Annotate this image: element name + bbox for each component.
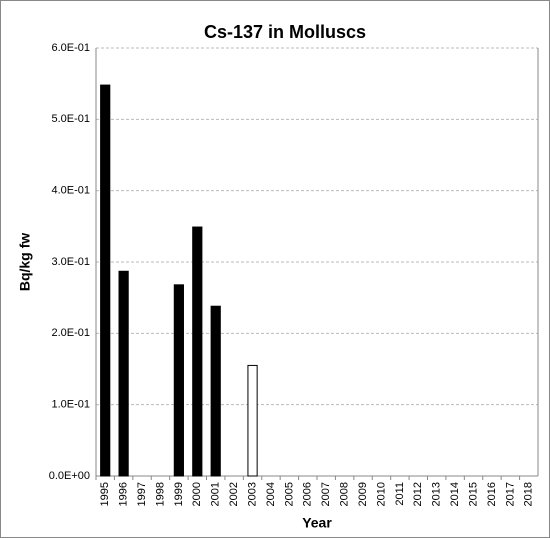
x-tick-label: 2018 — [523, 482, 535, 506]
y-tick-label: 4.0E-01 — [51, 185, 90, 197]
x-tick-label: 2004 — [265, 482, 277, 506]
x-tick-label: 2010 — [375, 482, 387, 506]
x-tick-label: 1998 — [154, 482, 166, 506]
x-tick-label: 1996 — [118, 482, 130, 506]
x-tick-label: 2006 — [302, 482, 314, 506]
bar — [247, 364, 258, 477]
x-tick-label: 2017 — [504, 482, 516, 506]
x-tick-label: 1999 — [173, 482, 185, 506]
x-tick-label: 2002 — [228, 482, 240, 506]
x-tick-label: 2001 — [210, 482, 222, 506]
y-tick-label: 2.0E-01 — [51, 327, 90, 339]
bar — [173, 284, 184, 477]
x-tick-label: 2000 — [191, 482, 203, 506]
y-tick-label: 3.0E-01 — [51, 256, 90, 268]
y-tick-label: 0.0E+00 — [49, 470, 90, 482]
chart-title: Cs-137 in Molluscs — [204, 22, 366, 42]
x-tick-label: 2011 — [394, 482, 406, 506]
x-tick-label: 2016 — [486, 482, 498, 506]
x-tick-label: 2009 — [357, 482, 369, 506]
bar — [210, 305, 221, 477]
bar — [100, 84, 111, 477]
y-tick-label: 5.0E-01 — [51, 113, 90, 125]
x-tick-label: 2012 — [412, 482, 424, 506]
x-tick-label: 2013 — [431, 482, 443, 506]
x-tick-label: 1995 — [99, 482, 111, 506]
x-tick-label: 2007 — [320, 482, 332, 506]
x-tick-label: 1997 — [136, 482, 148, 506]
y-axis-label: Bq/kg fw — [17, 233, 33, 291]
x-axis-label: Year — [302, 515, 332, 531]
x-tick-label: 2005 — [283, 482, 295, 506]
x-tick-label: 2014 — [449, 482, 461, 506]
y-tick-label: 1.0E-01 — [51, 399, 90, 411]
x-tick-label: 2015 — [467, 482, 479, 506]
bar — [118, 270, 129, 477]
bar — [192, 226, 203, 477]
x-tick-label: 2003 — [246, 482, 258, 506]
y-tick-label: 6.0E-01 — [51, 42, 90, 54]
x-tick-label: 2008 — [339, 482, 351, 506]
